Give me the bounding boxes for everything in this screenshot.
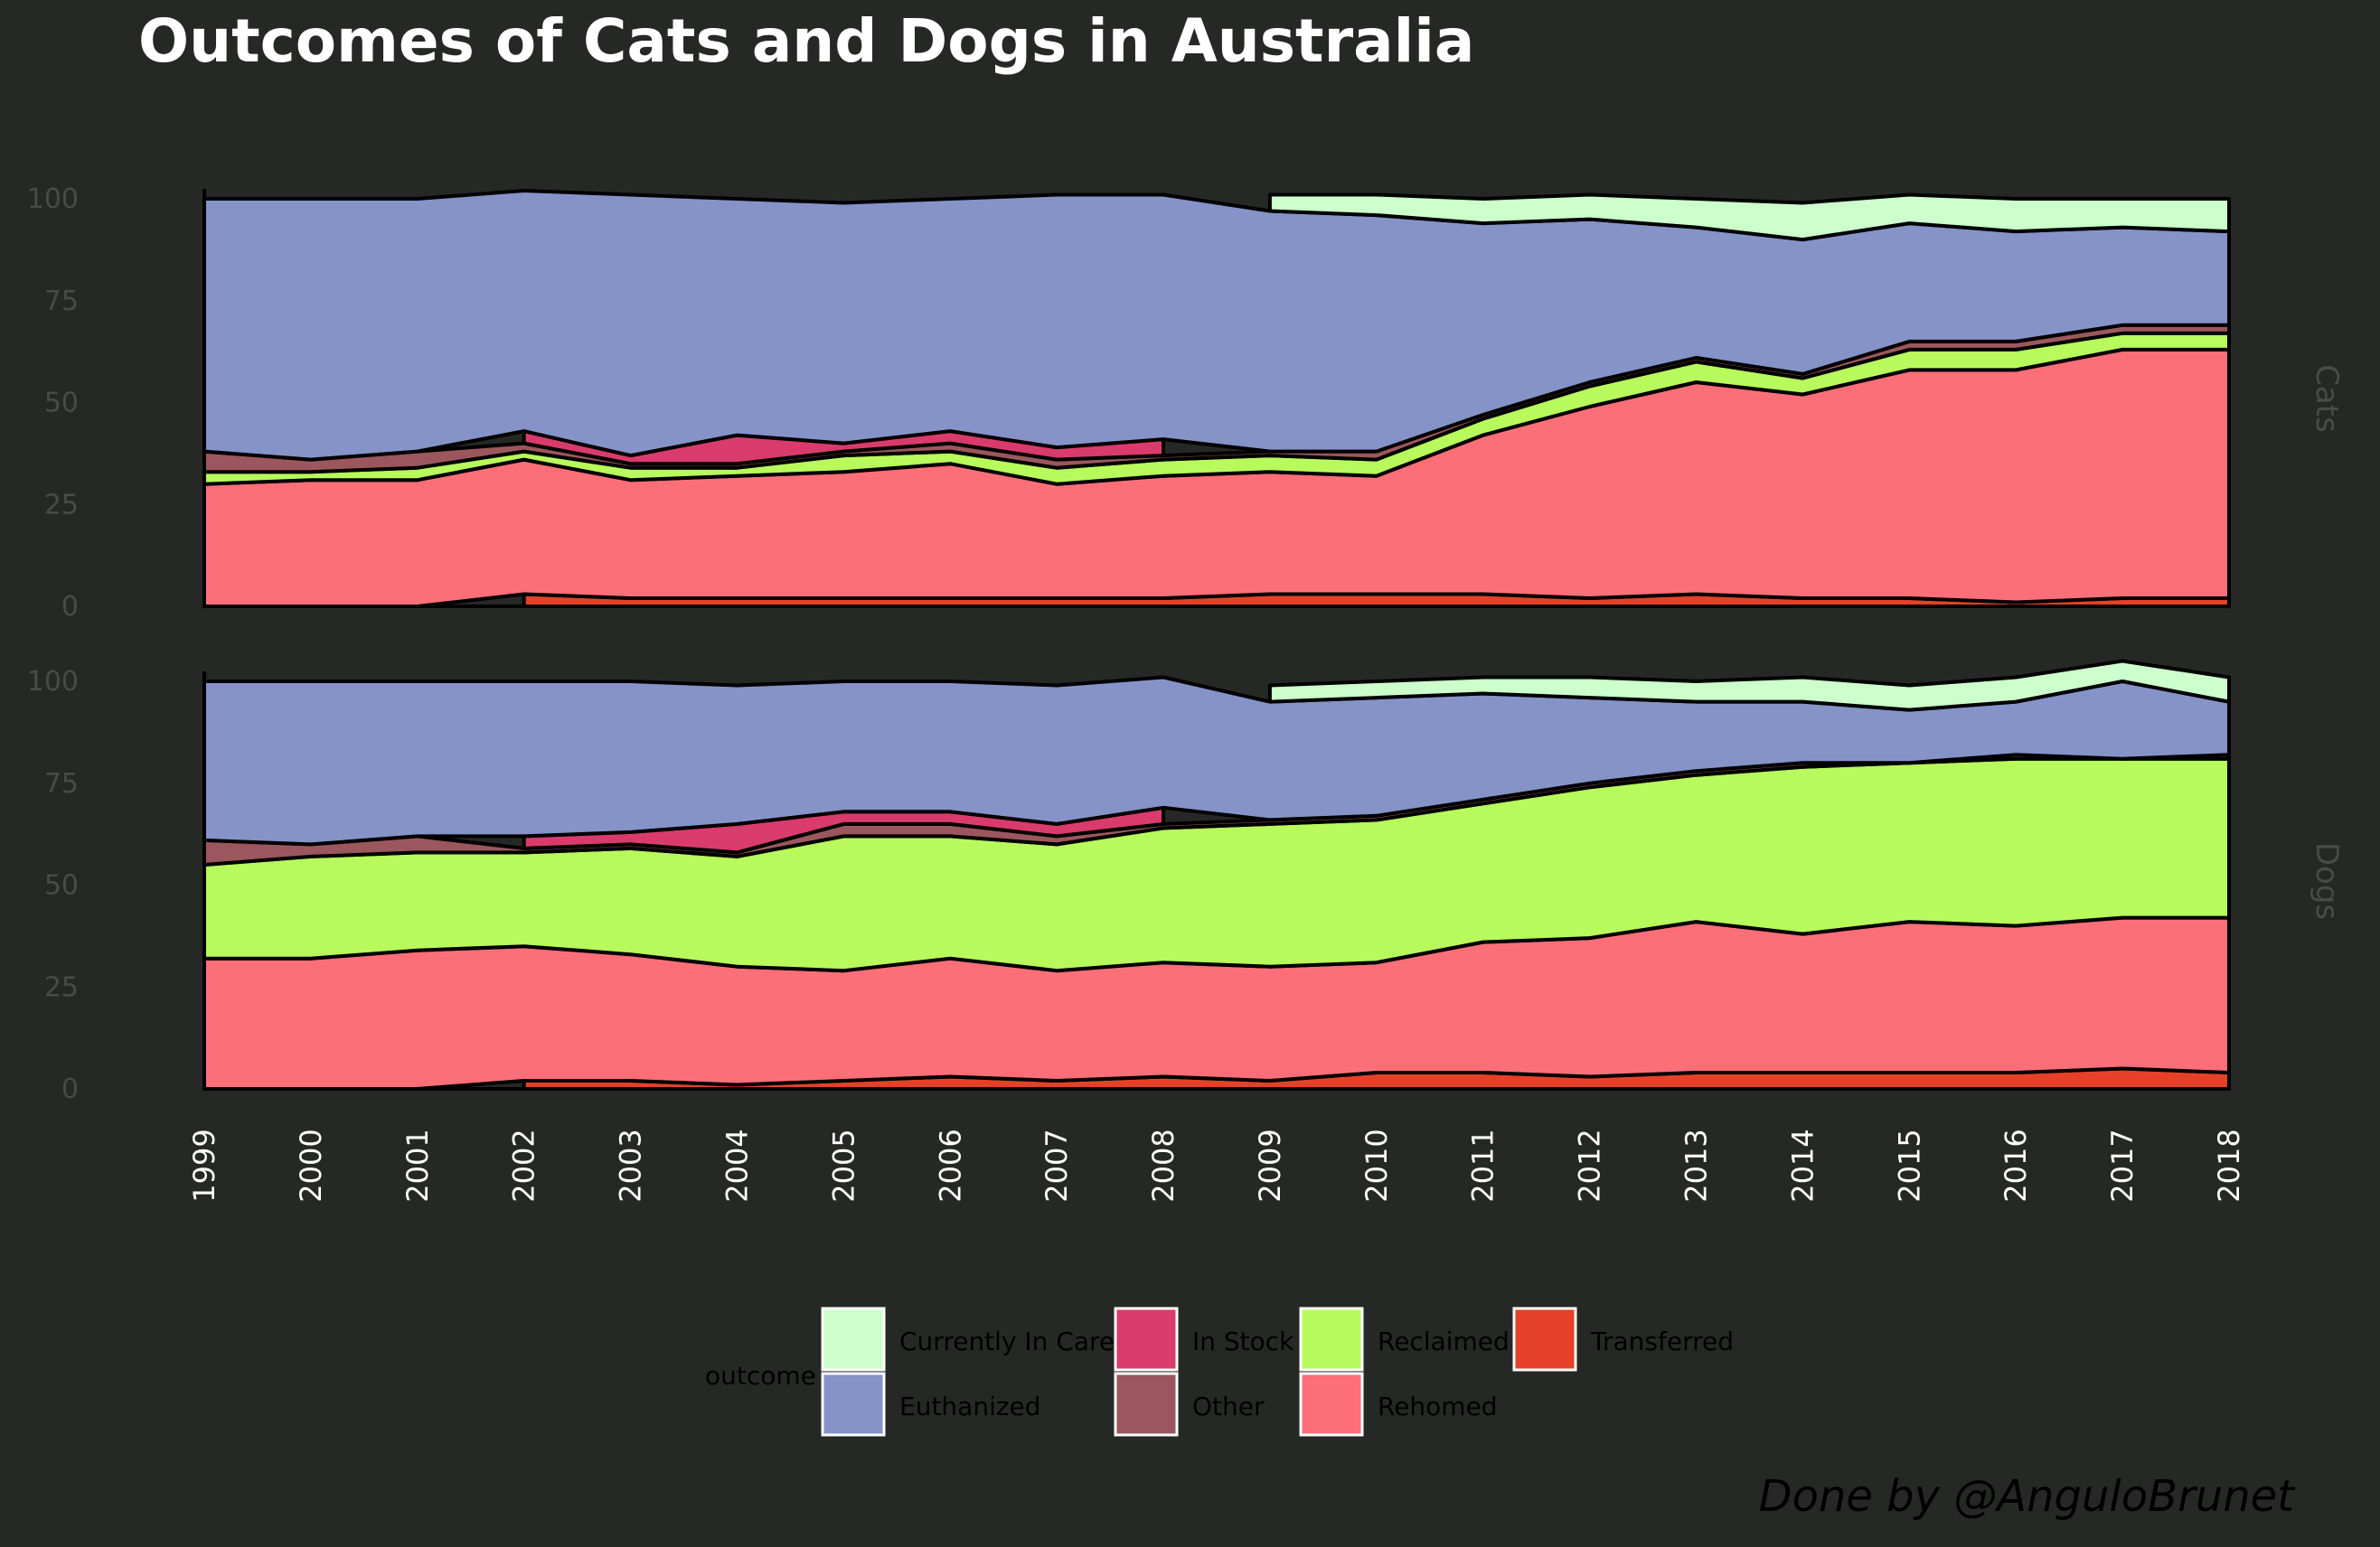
y-tick-label: 50 [44,870,79,902]
legend-label: Transferred [1590,1327,1734,1356]
x-tick-label: 2017 [2105,1129,2140,1202]
chart-caption: Done by @AnguloBrunet [1759,1471,2297,1522]
y-tick-label: 25 [44,971,79,1003]
chart-panels: 0 25 50 75 100 Cats 0 25 50 75 100 Dogs [27,183,2345,1105]
legend-item-rehomed: Rehomed [1299,1372,1498,1437]
area-euthanized-dogs [202,675,2231,847]
legend-label: Other [1192,1392,1265,1421]
area-currently-in-care-cats [1267,192,2231,242]
legend-label: Currently In Care [899,1327,1115,1356]
legend-swatch-transferred [1512,1307,1577,1372]
x-tick-label: 2004 [720,1129,754,1202]
x-tick-label: 2013 [1679,1129,1714,1202]
x-tick-label: 2006 [933,1129,967,1202]
legend-item-other: Other [1114,1372,1265,1437]
legend-item-transferred: Transferred [1512,1307,1734,1372]
legend-swatch-in-stock [1114,1307,1179,1372]
y-tick-label: 0 [61,1074,79,1105]
x-tick-label: 2014 [1785,1129,1820,1202]
y-tick-label: 0 [61,591,79,623]
area-euthanized-cats [202,189,2231,462]
panel-label: Cats [2309,364,2345,433]
y-tick-label: 75 [44,768,79,800]
legend-item-in-stock: In Stock [1114,1307,1294,1372]
area-currently-in-care-dogs [1267,659,2231,712]
chart-title: Outcomes of Cats and Dogs in Australia [138,6,1474,76]
x-tick-label: 2005 [826,1129,861,1202]
legend-swatch-rehomed [1299,1372,1364,1437]
panel-cats: 0 25 50 75 100 Cats [27,183,2345,623]
legend-item-euthanized: Euthanized [821,1372,1041,1437]
x-tick-label: 2010 [1359,1129,1394,1202]
x-tick-label: 2011 [1466,1129,1500,1202]
x-tick-label: 2001 [400,1129,435,1202]
panel-dogs: 0 25 50 75 100 Dogs [27,659,2345,1105]
x-tick-label: 2012 [1573,1129,1607,1202]
legend-item-currently-in-care: Currently In Care [821,1307,1115,1372]
y-tick-label: 100 [27,183,79,215]
y-tick-label: 75 [44,286,79,317]
panel-label: Dogs [2309,842,2345,920]
x-tick-label: 2018 [2212,1129,2246,1202]
x-axis: 1999 2000 2001 2002 2003 2004 2005 2006 2007 2008… [187,1129,2246,1202]
x-tick-label: 2000 [294,1129,328,1202]
legend-title: outcome [705,1361,816,1391]
x-tick-label: 2002 [507,1129,541,1202]
y-tick-label: 50 [44,388,79,419]
legend-label: Euthanized [899,1392,1041,1421]
legend-label: In Stock [1192,1327,1294,1356]
x-tick-label: 2003 [614,1129,648,1202]
legend-item-reclaimed: Reclaimed [1299,1307,1510,1372]
x-tick-label: 1999 [187,1129,221,1202]
legend-swatch-other [1114,1372,1179,1437]
legend-swatch-euthanized [821,1372,886,1437]
y-tick-label: 100 [27,666,79,698]
x-tick-label: 2008 [1146,1129,1181,1202]
x-tick-label: 2007 [1039,1129,1074,1202]
x-tick-label: 2015 [1892,1129,1926,1202]
legend-swatch-currently-in-care [821,1307,886,1372]
legend-swatch-reclaimed [1299,1307,1364,1372]
x-tick-label: 2016 [1999,1129,2033,1202]
y-tick-label: 25 [44,489,79,520]
x-tick-label: 2009 [1253,1129,1287,1202]
legend-label: Reclaimed [1378,1327,1510,1356]
legend: outcome Currently In Care In Stock Reclaime… [705,1307,1734,1437]
legend-label: Rehomed [1378,1392,1498,1421]
